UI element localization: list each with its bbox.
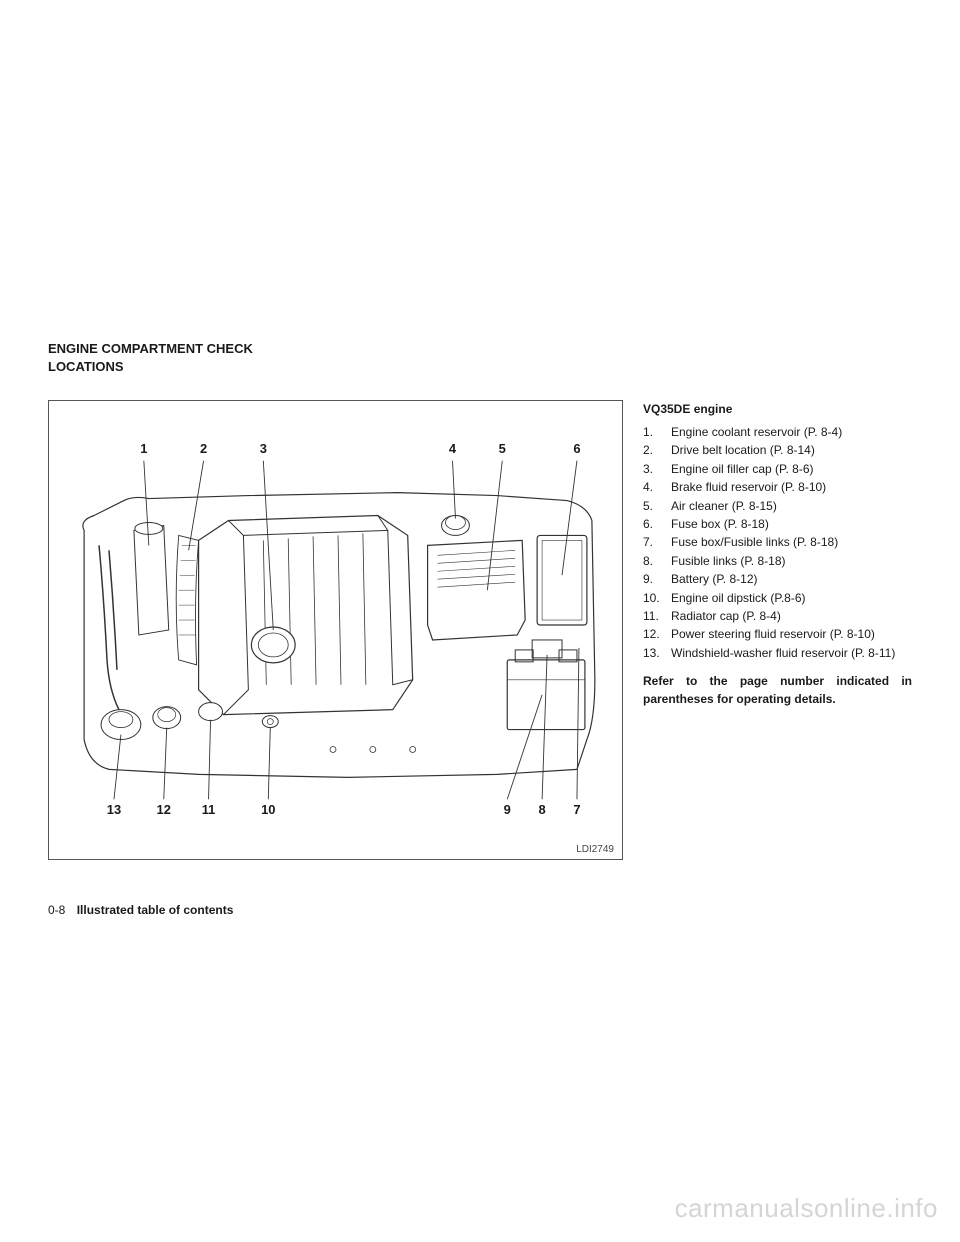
section-title-line1: ENGINE COMPARTMENT CHECK bbox=[48, 341, 253, 356]
item-text: Engine coolant reservoir (P. 8-4) bbox=[671, 424, 912, 441]
callout-number: 12 bbox=[157, 802, 171, 817]
item-number: 12. bbox=[643, 626, 671, 643]
engine-title: VQ35DE engine bbox=[643, 400, 912, 418]
callout-number: 8 bbox=[538, 802, 545, 817]
item-number: 3. bbox=[643, 461, 671, 478]
list-item: 2.Drive belt location (P. 8-14) bbox=[643, 442, 912, 459]
right-column: VQ35DE engine 1.Engine coolant reservoir… bbox=[643, 340, 912, 860]
item-number: 6. bbox=[643, 516, 671, 533]
item-text: Radiator cap (P. 8-4) bbox=[671, 608, 912, 625]
list-item: 11.Radiator cap (P. 8-4) bbox=[643, 608, 912, 625]
item-text: Windshield-washer fluid reservoir (P. 8-… bbox=[671, 645, 912, 662]
left-column: 123456 13121110987 LDI2749 bbox=[48, 340, 623, 860]
item-number: 10. bbox=[643, 590, 671, 607]
list-item: 3.Engine oil filler cap (P. 8-6) bbox=[643, 461, 912, 478]
item-text: Fuse box/Fusible links (P. 8-18) bbox=[671, 534, 912, 551]
list-item: 4.Brake fluid reservoir (P. 8-10) bbox=[643, 479, 912, 496]
page-content: 123456 13121110987 LDI2749 VQ35DE engine… bbox=[0, 0, 960, 860]
component-list: 1.Engine coolant reservoir (P. 8-4)2.Dri… bbox=[643, 424, 912, 662]
list-item: 12.Power steering fluid reservoir (P. 8-… bbox=[643, 626, 912, 643]
item-text: Brake fluid reservoir (P. 8-10) bbox=[671, 479, 912, 496]
refer-note: Refer to the page number indicated in pa… bbox=[643, 672, 912, 708]
callout-number: 13 bbox=[107, 802, 121, 817]
callout-number: 10 bbox=[261, 802, 275, 817]
item-number: 2. bbox=[643, 442, 671, 459]
callout-number: 4 bbox=[449, 441, 457, 456]
item-number: 5. bbox=[643, 498, 671, 515]
section-title-line2: LOCATIONS bbox=[48, 359, 124, 374]
list-item: 10.Engine oil dipstick (P.8-6) bbox=[643, 590, 912, 607]
callout-number: 9 bbox=[504, 802, 511, 817]
callout-number: 6 bbox=[573, 441, 580, 456]
list-item: 8.Fusible links (P. 8-18) bbox=[643, 553, 912, 570]
callout-number: 7 bbox=[573, 802, 580, 817]
item-number: 4. bbox=[643, 479, 671, 496]
list-item: 1.Engine coolant reservoir (P. 8-4) bbox=[643, 424, 912, 441]
item-text: Air cleaner (P. 8-15) bbox=[671, 498, 912, 515]
item-text: Fuse box (P. 8-18) bbox=[671, 516, 912, 533]
callout-number: 2 bbox=[200, 441, 207, 456]
item-number: 13. bbox=[643, 645, 671, 662]
engine-diagram: 123456 13121110987 LDI2749 bbox=[48, 400, 623, 860]
callout-number: 11 bbox=[202, 802, 216, 817]
page-number: 0-8 bbox=[48, 903, 65, 917]
callout-number: 1 bbox=[140, 441, 147, 456]
item-text: Fusible links (P. 8-18) bbox=[671, 553, 912, 570]
list-item: 5.Air cleaner (P. 8-15) bbox=[643, 498, 912, 515]
item-text: Power steering fluid reservoir (P. 8-10) bbox=[671, 626, 912, 643]
item-text: Drive belt location (P. 8-14) bbox=[671, 442, 912, 459]
footer-title: Illustrated table of contents bbox=[77, 903, 234, 917]
watermark: carmanualsonline.info bbox=[675, 1193, 938, 1224]
section-title: ENGINE COMPARTMENT CHECK LOCATIONS bbox=[48, 340, 253, 376]
item-text: Engine oil filler cap (P. 8-6) bbox=[671, 461, 912, 478]
callout-number: 3 bbox=[260, 441, 267, 456]
item-number: 7. bbox=[643, 534, 671, 551]
diagram-figure-id: LDI2749 bbox=[576, 844, 614, 855]
item-number: 8. bbox=[643, 553, 671, 570]
page-footer: 0-8 Illustrated table of contents bbox=[48, 903, 233, 917]
list-item: 13.Windshield-washer fluid reservoir (P.… bbox=[643, 645, 912, 662]
callout-number: 5 bbox=[499, 441, 506, 456]
list-item: 6.Fuse box (P. 8-18) bbox=[643, 516, 912, 533]
item-number: 1. bbox=[643, 424, 671, 441]
engine-diagram-svg: 123456 13121110987 bbox=[49, 401, 622, 859]
item-text: Engine oil dipstick (P.8-6) bbox=[671, 590, 912, 607]
item-number: 11. bbox=[643, 608, 671, 625]
item-text: Battery (P. 8-12) bbox=[671, 571, 912, 588]
item-number: 9. bbox=[643, 571, 671, 588]
list-item: 7.Fuse box/Fusible links (P. 8-18) bbox=[643, 534, 912, 551]
list-item: 9.Battery (P. 8-12) bbox=[643, 571, 912, 588]
